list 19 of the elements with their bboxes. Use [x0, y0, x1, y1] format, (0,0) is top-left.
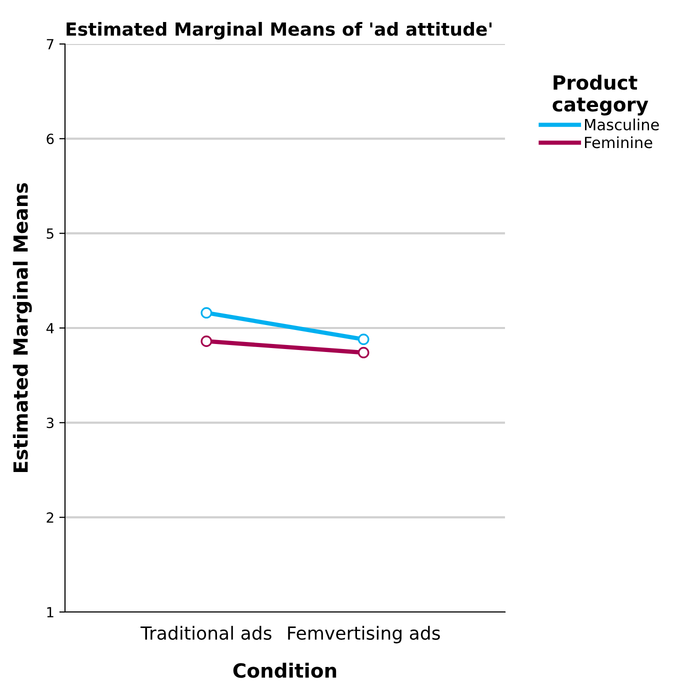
y-tick-label: 1 — [47, 607, 54, 618]
y-axis-title: Estimated Marginal Means — [12, 183, 32, 472]
point — [200, 336, 212, 347]
legend-title: Product category — [552, 74, 648, 116]
chart-title: Estimated Marginal Means of 'ad attitude' — [66, 22, 492, 40]
y-tick-label: 2 — [46, 512, 54, 523]
y-tick-label: 5 — [46, 228, 54, 239]
point — [358, 346, 370, 358]
y-tick-label: 4 — [46, 323, 54, 334]
y-tick-label: 3 — [46, 418, 54, 428]
point — [200, 307, 212, 319]
point — [358, 334, 370, 346]
legend-label: Feminine — [585, 136, 652, 148]
legend-label: Masculine — [585, 118, 659, 130]
x-tick-label: Femvertising ads — [288, 626, 440, 644]
x-tick-label: Traditional ads — [140, 626, 272, 640]
y-tick-label: 6 — [46, 134, 54, 144]
y-tick-label: 7 — [46, 39, 54, 50]
x-axis-title: Condition — [233, 662, 336, 678]
